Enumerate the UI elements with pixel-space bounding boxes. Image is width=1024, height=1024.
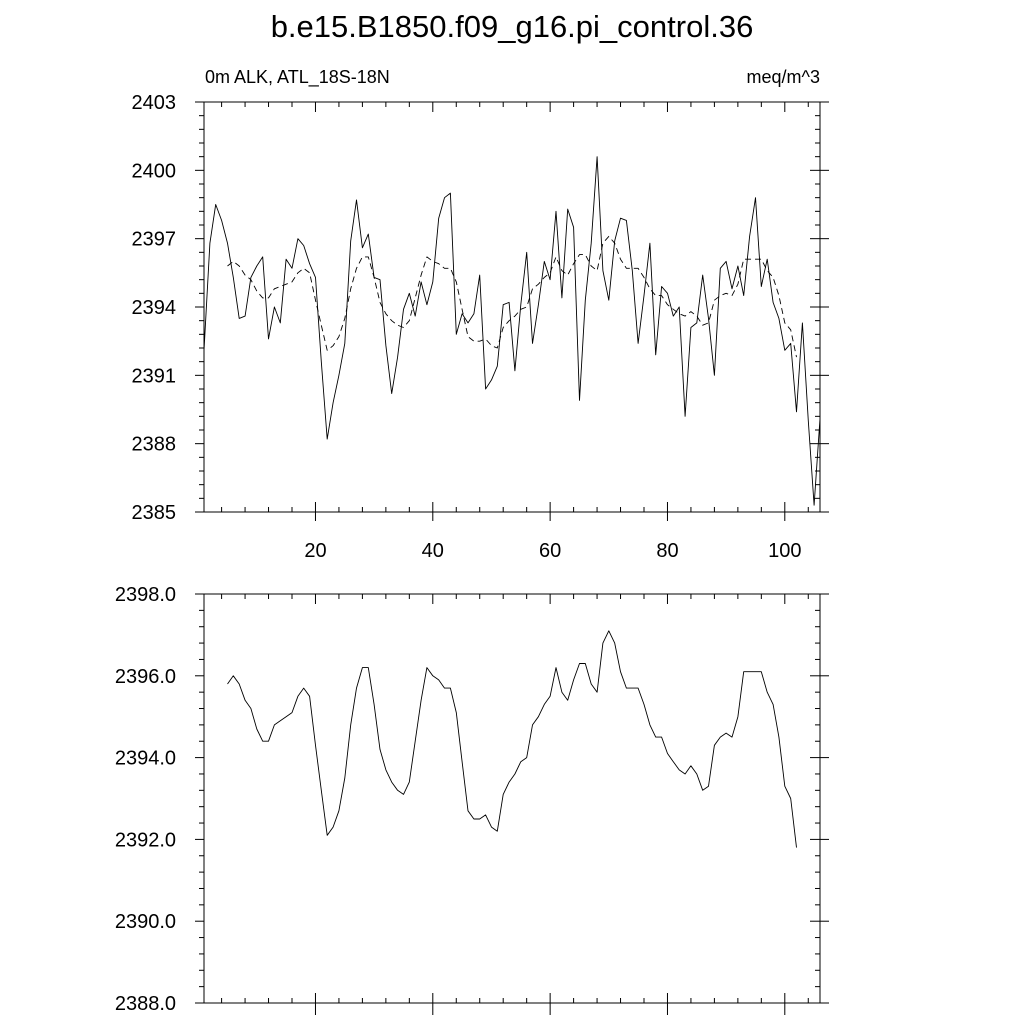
top-panel-unit-label: meq/m^3 xyxy=(747,67,820,87)
x-tick-label: 100 xyxy=(768,540,801,562)
solid-series-line xyxy=(227,630,797,848)
figure-title: b.e15.B1850.f09_g16.pi_control.36 xyxy=(271,9,754,44)
y-tick-label: 2390.0 xyxy=(115,911,176,933)
dashed-series-line xyxy=(227,235,797,358)
y-tick-label: 2392.0 xyxy=(115,829,176,851)
y-tick-label: 2385 xyxy=(132,502,177,524)
x-tick-label: 40 xyxy=(422,540,444,562)
plot-frame xyxy=(203,101,821,513)
y-tick-label: 2394.0 xyxy=(115,748,176,770)
y-tick-label: 2388 xyxy=(132,434,177,456)
x-tick-label: 80 xyxy=(656,540,678,562)
bottom-chart-panel: 2388.0 2390.0 2392.0 2394.0 2396.0 2398.0 xyxy=(115,584,829,1015)
y-tick-label: 2403 xyxy=(132,92,177,114)
y-tick-label: 2398.0 xyxy=(115,584,176,606)
top-panel-left-label: 0m ALK, ATL_18S-18N xyxy=(205,67,390,88)
plot-frame xyxy=(203,593,821,1004)
y-tick-label: 2388.0 xyxy=(115,993,176,1015)
x-tick-label: 20 xyxy=(304,540,326,562)
solid-series-line xyxy=(203,156,821,506)
y-tick-label: 2397 xyxy=(132,229,177,251)
x-tick-label: 60 xyxy=(539,540,561,562)
y-tick-label: 2394 xyxy=(132,297,177,319)
y-tick-label: 2391 xyxy=(132,365,177,387)
y-tick-label: 2396.0 xyxy=(115,666,176,688)
y-tick-label: 2400 xyxy=(132,160,177,182)
top-chart-panel: 20 40 60 80 100 2385 2388 2391 2394 2397 2400 2403 xyxy=(132,92,829,562)
